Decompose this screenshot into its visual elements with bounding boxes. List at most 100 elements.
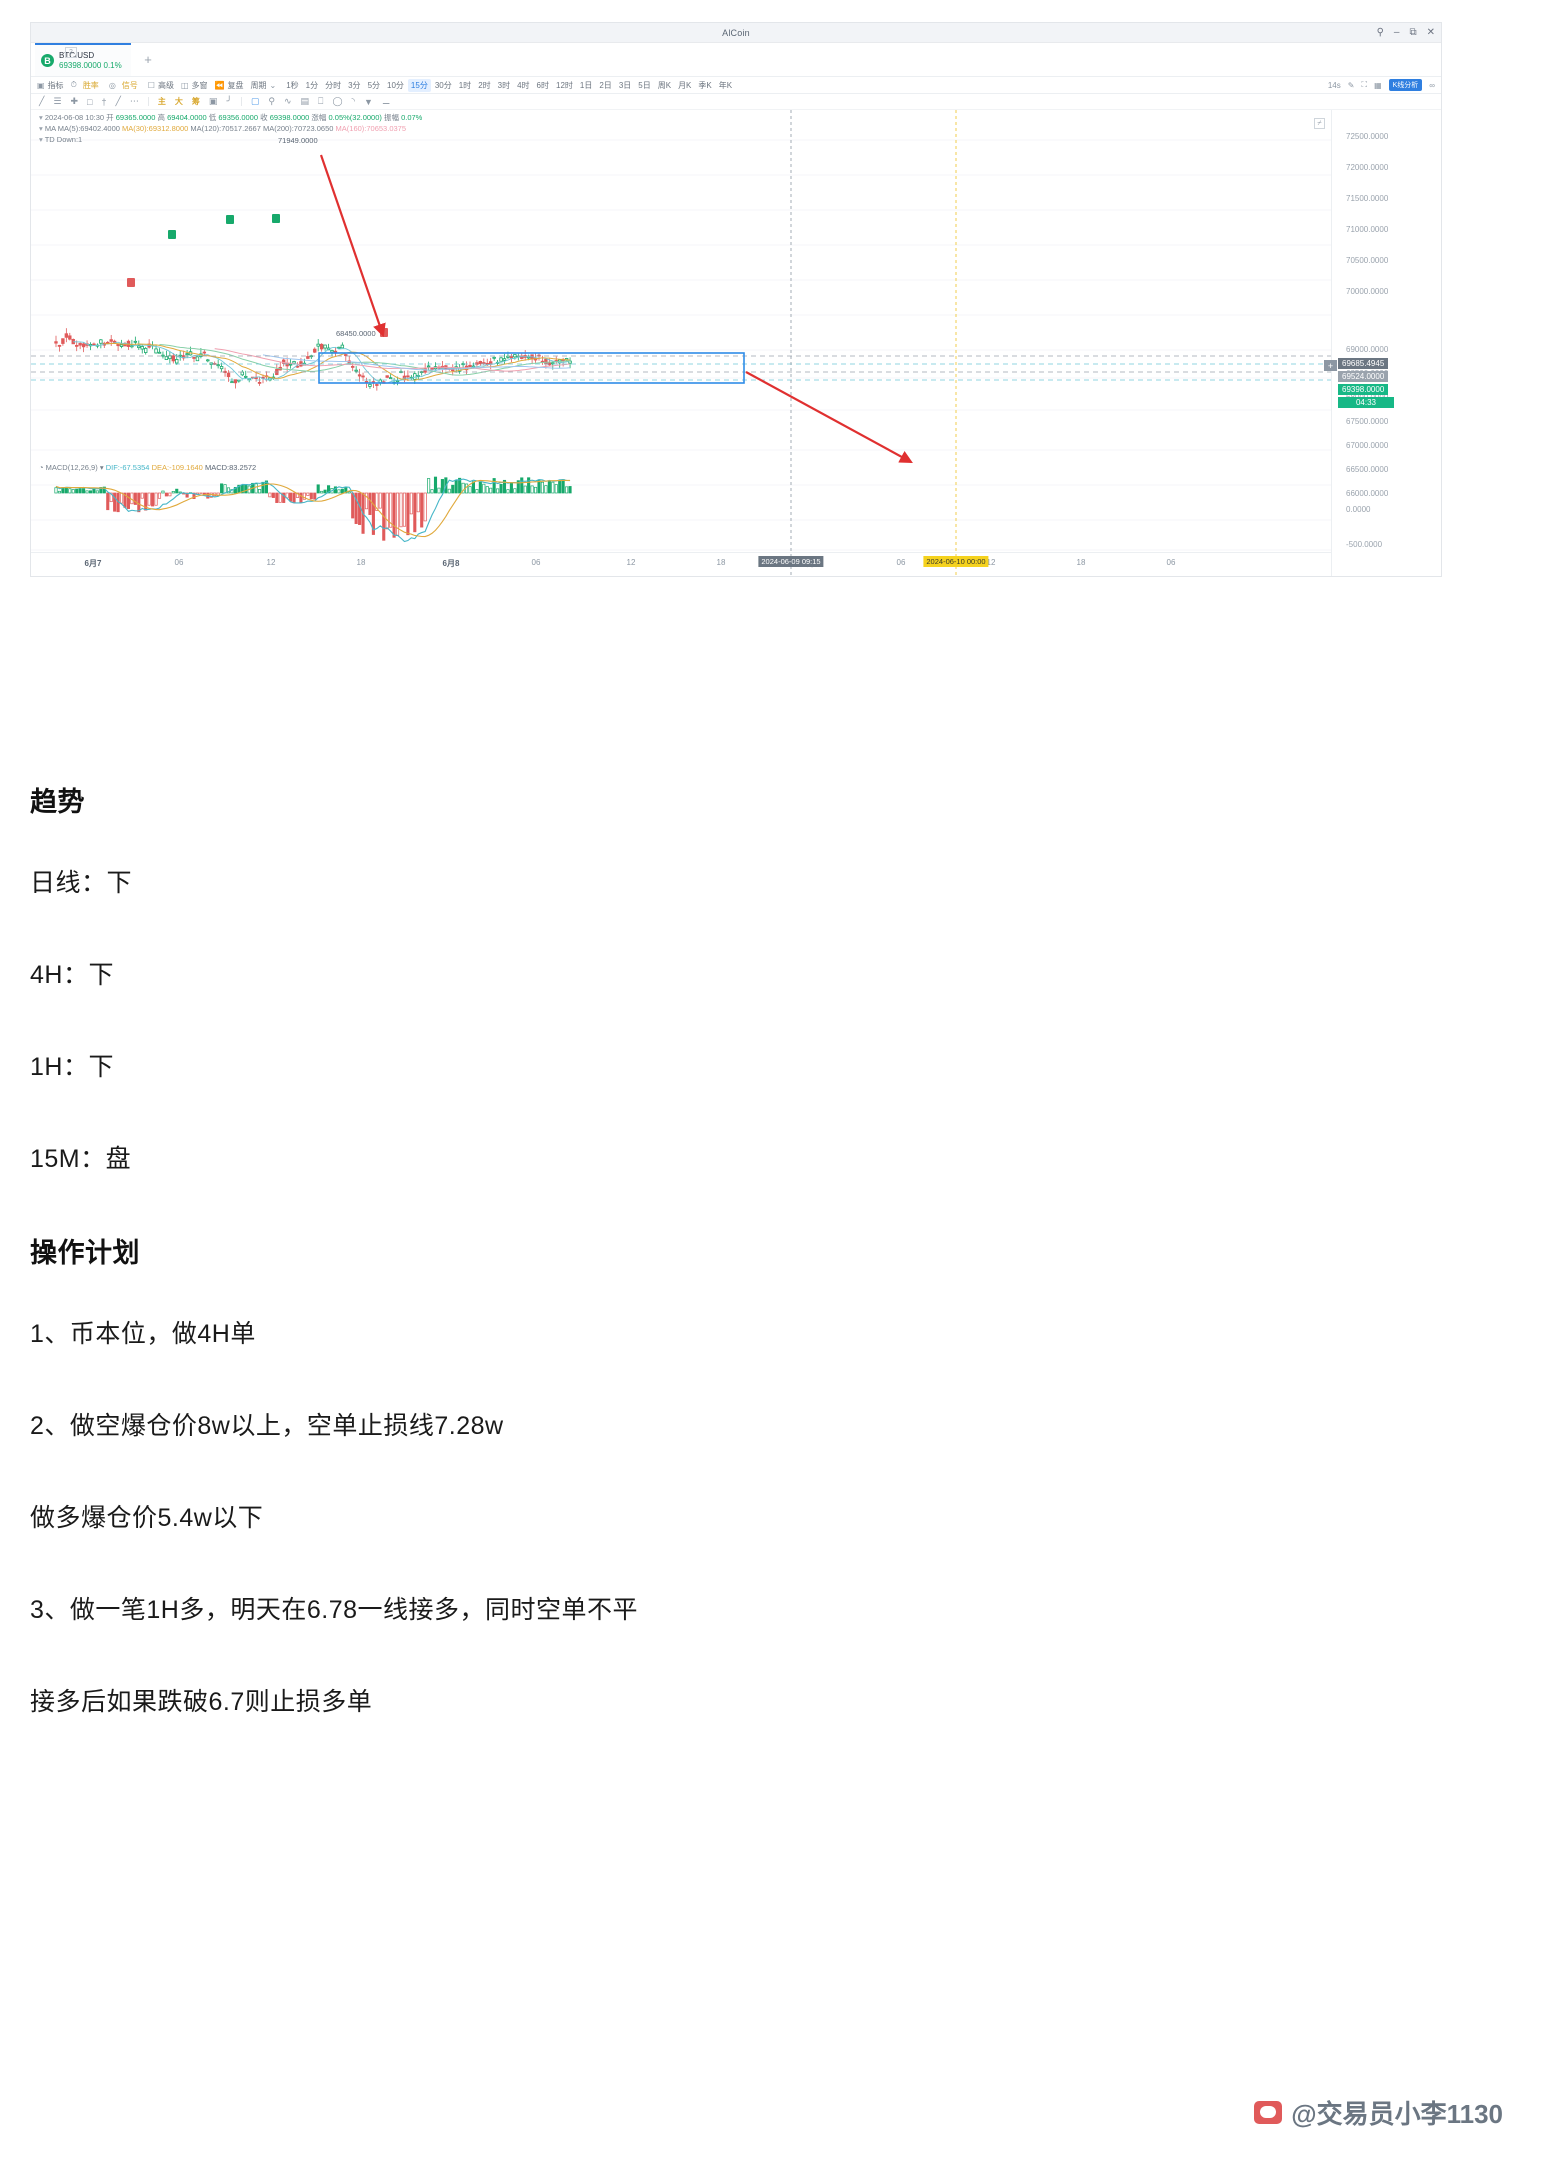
share-icon[interactable]: ∞ bbox=[1429, 80, 1435, 90]
toolbar-replay[interactable]: ⏪ 复盘 bbox=[215, 80, 244, 91]
trash-icon[interactable]: ⚊ bbox=[381, 96, 391, 106]
magnet-icon[interactable]: ▣ bbox=[208, 96, 218, 106]
period-item-5分[interactable]: 5分 bbox=[367, 80, 381, 90]
heading-plan: 操作计划 bbox=[30, 1238, 140, 1268]
period-item-5日[interactable]: 5日 bbox=[638, 80, 651, 90]
eraser-icon[interactable]: ⚲ bbox=[268, 96, 275, 106]
toolbar-winrate[interactable]: ⏱ 胜率 bbox=[71, 79, 102, 92]
measure-icon[interactable]: ▤ bbox=[300, 96, 310, 106]
period-item-月K[interactable]: 月K bbox=[678, 80, 692, 90]
tool-big-label[interactable]: 大 bbox=[174, 97, 183, 106]
period-item-1秒[interactable]: 1秒 bbox=[286, 80, 299, 90]
period-item-2日[interactable]: 2日 bbox=[599, 80, 612, 90]
period-item-3日[interactable]: 3日 bbox=[618, 80, 632, 90]
filter-icon[interactable]: ▼ bbox=[364, 96, 373, 107]
period-item-4时[interactable]: 4时 bbox=[517, 80, 530, 90]
toolbar-winrate-label: 胜率 bbox=[82, 80, 99, 90]
period-item-3分[interactable]: 3分 bbox=[348, 80, 361, 90]
ruler-icon[interactable]: ╯ bbox=[226, 96, 232, 106]
plan-line-4: 3、做一笔1H多，明天在6.78一线接多，同时空单不平 bbox=[30, 1596, 639, 1624]
x-tick-11: 18 bbox=[1076, 558, 1086, 567]
indicator-icon: ▣ bbox=[37, 80, 45, 90]
y-tick-6: 69000.0000 bbox=[1346, 345, 1389, 354]
lock-icon[interactable]: ⎕ bbox=[318, 96, 324, 106]
hide-icon[interactable]: ◯ bbox=[332, 96, 343, 106]
app-title: AlCoin bbox=[722, 27, 750, 38]
period-item-1时[interactable]: 1时 bbox=[458, 80, 472, 90]
x-tick-2: 12 bbox=[266, 558, 276, 567]
period-item-15分[interactable]: 15分 bbox=[407, 78, 431, 92]
maximize-icon[interactable]: ⧉ bbox=[1409, 26, 1417, 38]
dagger-icon[interactable]: † bbox=[101, 96, 107, 107]
segment-icon[interactable]: ╱ bbox=[115, 96, 121, 106]
period-item-6时[interactable]: 6时 bbox=[536, 80, 549, 90]
period-item-周K[interactable]: 周K bbox=[657, 80, 672, 90]
legend-change-label: 涨幅 bbox=[311, 113, 327, 122]
legend-high-label: 高 bbox=[157, 113, 165, 122]
toolbar-signal[interactable]: ◎ 信号 bbox=[109, 79, 141, 92]
pencil-icon[interactable]: ✎ bbox=[1347, 80, 1355, 90]
price-y-axis[interactable]: 72500.0000 72000.0000 71500.0000 71000.0000… bbox=[1324, 110, 1441, 576]
y-tick-1: 72000.0000 bbox=[1346, 163, 1389, 172]
period-item-30分[interactable]: 30分 bbox=[434, 80, 452, 90]
line-icon[interactable]: ╱ bbox=[39, 96, 45, 106]
aicoin-app-window: AlCoin ⚲ – ⧉ ✕ 2 B BTC/USD 69398.0000 0.… bbox=[30, 22, 1442, 577]
trend-daily: 日线：下 bbox=[30, 869, 133, 897]
draw-icon[interactable]: ∿ bbox=[283, 96, 292, 106]
plan-line-5: 接多后如果跌破6.7则止损多单 bbox=[30, 1688, 373, 1716]
plan-line-2: 2、做空爆仓价8w以上，空单止损线7.28w bbox=[30, 1412, 504, 1440]
magnet2-icon[interactable]: ◝ bbox=[351, 96, 356, 106]
cross-icon[interactable]: ✚ bbox=[70, 96, 79, 106]
trend-15m: 15M：盘 bbox=[30, 1145, 132, 1173]
tool-chips-label[interactable]: 筹 bbox=[191, 97, 200, 106]
period-item-10分[interactable]: 10分 bbox=[387, 80, 404, 90]
symbol-tab-btcusd[interactable]: B BTC/USD 69398.0000 0.1% bbox=[35, 43, 131, 76]
toolbar-advanced[interactable]: ☐ 高级 bbox=[148, 80, 174, 91]
expand-icon[interactable]: ⌿ bbox=[1314, 118, 1325, 129]
y-tick-5: 70000.0000 bbox=[1346, 287, 1389, 296]
period-item-1日[interactable]: 1日 bbox=[579, 80, 593, 90]
period-item-年K[interactable]: 年K bbox=[718, 80, 733, 90]
window-controls[interactable]: ⚲ – ⧉ ✕ bbox=[1376, 26, 1435, 38]
grid-icon[interactable]: ▦ bbox=[1374, 80, 1382, 90]
toolbar-indicator[interactable]: ▣ 指标 bbox=[37, 80, 64, 91]
period-item-季K[interactable]: 季K bbox=[698, 80, 712, 90]
period-item-12时[interactable]: 12时 bbox=[556, 80, 573, 90]
chart-area[interactable]: ▾ 2024-06-08 10:30 开 69365.0000 高 69404.… bbox=[31, 110, 1441, 576]
toolbar-indicator-label: 指标 bbox=[47, 80, 64, 90]
y-tick-2: 71500.0000 bbox=[1346, 194, 1389, 203]
legend-amplitude-label: 振幅 bbox=[383, 113, 399, 122]
minimize-icon[interactable]: – bbox=[1393, 26, 1400, 38]
legend-low: 69356.0000 bbox=[218, 113, 259, 122]
x-stamp-marker: 2024-06-10 00:00 bbox=[923, 556, 989, 567]
rectangle-icon[interactable]: □ bbox=[87, 96, 93, 107]
price-plot[interactable]: 71949.0000 68450.0000 bbox=[31, 110, 1331, 576]
indicator-bar: ▣ 定位到... TD EMA BOLL MA MACD KDJ StochRS… bbox=[31, 576, 1441, 577]
period-item-1分[interactable]: 1分 bbox=[305, 80, 319, 90]
close-icon[interactable]: ✕ bbox=[1426, 26, 1435, 38]
toolbar-divider bbox=[147, 97, 149, 106]
toolbar-multiwindow[interactable]: ◫ 多窗 bbox=[181, 80, 208, 91]
period-item-3时[interactable]: 3时 bbox=[497, 80, 511, 90]
parallel-lines-icon[interactable]: ☰ bbox=[53, 96, 62, 106]
macd-subchart[interactable]: ◔ MACD(12,26,9) ▾ DIF:-67.5354 DEA:-109.… bbox=[31, 463, 1331, 550]
time-x-axis[interactable]: 6月70612186月80612186月906121806 2024-06-09… bbox=[31, 552, 1331, 576]
toolbar-advanced-label: 高级 bbox=[157, 80, 174, 90]
legend-ma30: MA(30):69312.8000 bbox=[122, 124, 189, 133]
period-item-2时[interactable]: 2时 bbox=[478, 80, 491, 90]
legend-ma120: MA(120):70517.2667 bbox=[190, 124, 261, 133]
search-icon[interactable]: ⚲ bbox=[1376, 26, 1384, 38]
toolbar-period-select[interactable]: 周期 ⌄ bbox=[251, 80, 277, 91]
camera-icon[interactable]: ⛶ bbox=[1361, 80, 1368, 89]
tool-main-label[interactable]: 主 bbox=[157, 97, 166, 106]
more-icon[interactable]: ⋯ bbox=[129, 96, 139, 106]
add-tab-button[interactable]: + bbox=[144, 52, 152, 67]
bookmark-icon[interactable]: ▢ bbox=[250, 96, 260, 106]
article-body: 趋势 日线：下 4H：下 1H：下 15M：盘 操作计划 1、币本位，做4H单 … bbox=[30, 780, 1510, 1774]
refresh-countdown: 14s bbox=[1327, 80, 1341, 90]
period-item-分时[interactable]: 分时 bbox=[325, 80, 342, 90]
kline-analysis-badge[interactable]: K线分析 bbox=[1388, 79, 1423, 91]
signal-icon: ◎ bbox=[108, 80, 116, 90]
axis-plus-handle[interactable]: + bbox=[1324, 360, 1337, 371]
toolbar-period-label: 周期 bbox=[250, 80, 267, 90]
